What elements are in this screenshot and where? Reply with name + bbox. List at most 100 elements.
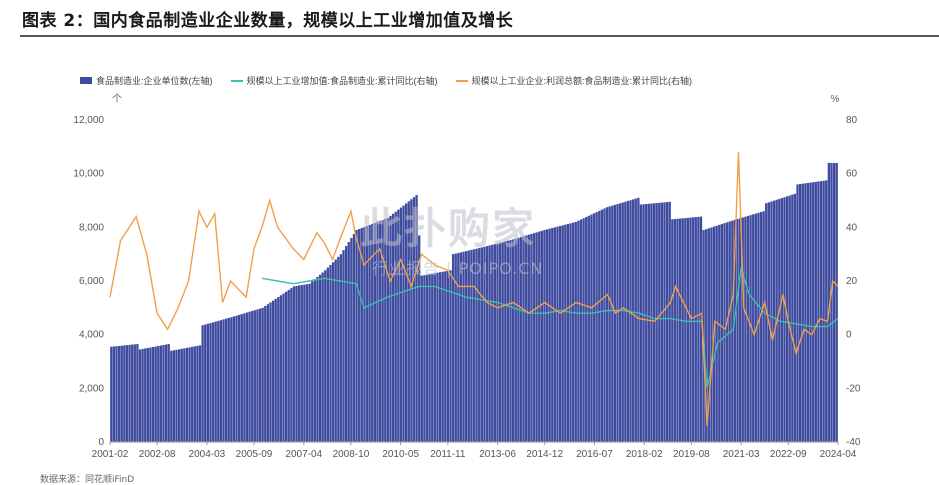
bar — [324, 270, 327, 442]
bar — [219, 320, 223, 442]
bar — [772, 200, 776, 442]
bar — [365, 225, 369, 442]
bar — [133, 344, 136, 442]
bar — [224, 318, 228, 442]
bar — [193, 346, 196, 442]
bar — [639, 204, 643, 442]
bar — [384, 218, 387, 442]
bar — [446, 270, 450, 442]
bar — [480, 247, 483, 442]
bar — [757, 212, 760, 442]
x-tick-label: 2014-12 — [526, 449, 563, 460]
bar — [308, 283, 311, 442]
bar — [697, 216, 700, 442]
bar — [151, 346, 155, 442]
bar — [686, 217, 690, 442]
bar — [451, 254, 455, 442]
bar — [498, 242, 502, 442]
bar — [762, 211, 765, 442]
x-tick-label: 2019-08 — [673, 449, 710, 460]
bar — [569, 223, 572, 442]
x-tick-label: 2024-04 — [820, 449, 857, 460]
bar — [738, 218, 742, 442]
bar — [587, 215, 590, 442]
bar — [478, 248, 481, 442]
bar — [741, 217, 744, 442]
bar — [801, 183, 804, 442]
bar — [279, 295, 283, 442]
bar — [206, 323, 210, 442]
bar — [112, 346, 116, 442]
bar — [678, 218, 682, 442]
right-tick-label: -20 — [846, 383, 861, 394]
bar — [658, 202, 661, 442]
bar — [298, 285, 301, 442]
bar — [248, 311, 251, 442]
bar — [793, 193, 797, 442]
bar — [355, 230, 358, 442]
bar — [196, 345, 199, 442]
bar — [525, 235, 528, 442]
bar — [115, 346, 118, 442]
legend-swatch-orange — [455, 79, 468, 82]
bar — [441, 271, 444, 442]
legend-item-bars: 食品制造业:企业单位数(左轴) — [80, 74, 213, 87]
bar — [321, 272, 324, 442]
bar — [830, 162, 833, 442]
bar — [159, 345, 163, 442]
bar — [183, 348, 186, 442]
left-tick-label: 12,000 — [73, 115, 104, 126]
bar — [699, 216, 703, 442]
bar — [577, 220, 580, 442]
x-tick-label: 2016-07 — [576, 449, 613, 460]
bar — [391, 213, 395, 442]
bar — [467, 250, 470, 442]
bar — [402, 205, 405, 442]
bar — [438, 272, 442, 442]
bar — [337, 256, 340, 442]
bar — [123, 345, 126, 442]
bar — [684, 218, 687, 442]
legend-item-teal: 规模以上工业增加值:食品制造业:累计同比(右轴) — [230, 74, 438, 87]
bar — [799, 184, 802, 442]
bar — [715, 225, 718, 442]
bar — [650, 203, 653, 442]
bar — [251, 310, 254, 442]
bar — [287, 289, 290, 442]
bar — [363, 226, 366, 442]
legend-label-teal: 规模以上工业增加值:食品制造业:累计同比(右轴) — [246, 76, 438, 86]
bar — [592, 213, 596, 442]
bar — [465, 251, 468, 442]
bar — [819, 181, 823, 442]
bar — [318, 274, 322, 442]
bar — [227, 317, 230, 442]
bar — [540, 230, 543, 442]
bar — [582, 218, 585, 442]
legend-swatch-bars — [80, 77, 92, 84]
left-tick-label: 6,000 — [79, 276, 104, 287]
bar — [723, 223, 726, 442]
bar — [506, 240, 510, 442]
data-source: 数据来源：同花顺iFinD — [40, 475, 135, 485]
bar — [725, 222, 729, 442]
bar — [253, 310, 256, 442]
bar — [258, 308, 262, 442]
bar — [493, 244, 497, 442]
bar — [689, 217, 692, 442]
bar — [804, 183, 807, 442]
bar — [517, 237, 520, 442]
bar — [389, 215, 392, 442]
orange-line — [109, 152, 839, 426]
bar — [428, 274, 431, 442]
bar — [368, 224, 371, 442]
bar — [488, 245, 491, 442]
bar — [538, 231, 541, 442]
bar — [290, 288, 293, 442]
bar — [117, 345, 121, 442]
bar — [431, 273, 434, 442]
bar — [825, 180, 828, 442]
bar — [561, 225, 564, 442]
bar — [394, 211, 397, 442]
bar — [618, 203, 622, 442]
